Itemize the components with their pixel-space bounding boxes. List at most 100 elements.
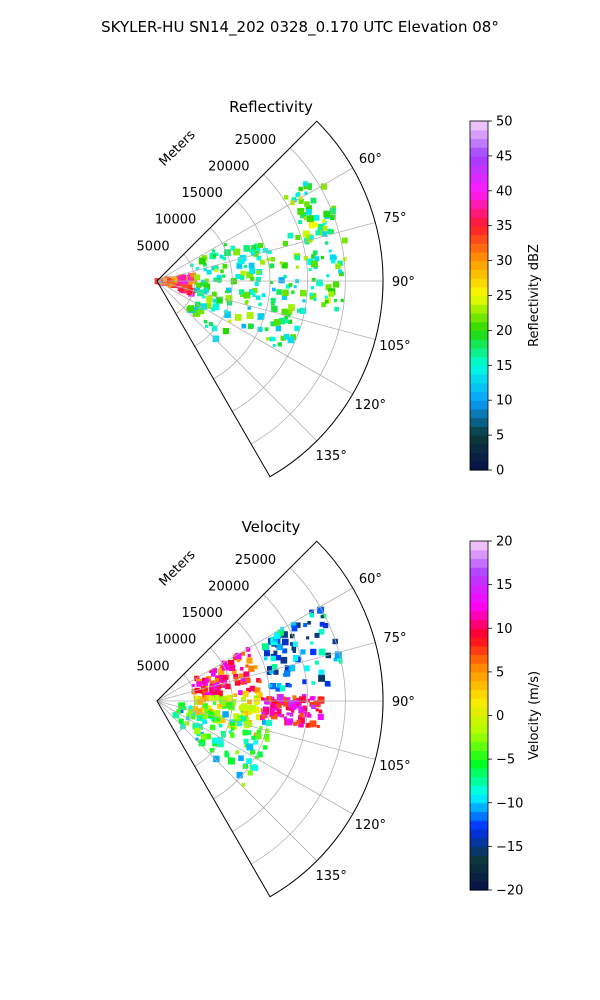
echo-cell bbox=[211, 683, 217, 690]
echo-cell bbox=[317, 223, 325, 231]
colorbar-segment bbox=[470, 251, 488, 262]
range-tick-label: 5000 bbox=[137, 659, 170, 674]
colorbar-segment bbox=[470, 461, 488, 471]
colorbar-segment bbox=[470, 295, 488, 305]
echo-cell bbox=[178, 702, 185, 710]
colorbar-tick-label: 25 bbox=[496, 289, 513, 304]
echo-cell bbox=[323, 210, 330, 218]
colorbar-tick-label: −20 bbox=[496, 884, 523, 899]
colorbar-segment bbox=[470, 374, 488, 384]
echo-cell bbox=[307, 258, 314, 265]
echo-cell bbox=[179, 274, 187, 281]
echo-cell bbox=[306, 698, 310, 703]
colorbar-segment bbox=[470, 435, 488, 445]
colorbar-segment bbox=[470, 767, 488, 778]
colorbar-segment bbox=[470, 199, 488, 209]
echo-cell bbox=[311, 277, 316, 282]
echo-cell bbox=[302, 230, 310, 238]
colorbar-segment bbox=[470, 706, 488, 717]
echo-cell bbox=[279, 700, 284, 705]
echo-cell bbox=[303, 623, 308, 628]
colorbar-segment bbox=[470, 671, 488, 682]
echo-cell bbox=[270, 703, 276, 709]
echo-cell bbox=[276, 703, 282, 709]
range-tick-label: 15000 bbox=[182, 186, 223, 201]
echo-cell bbox=[287, 232, 294, 239]
reflectivity-echoes bbox=[154, 181, 348, 347]
echo-cell bbox=[260, 259, 265, 265]
echo-cell bbox=[329, 207, 336, 215]
echo-cell bbox=[244, 743, 249, 748]
echo-cell bbox=[337, 656, 343, 662]
echo-cell bbox=[308, 186, 312, 191]
azimuth-tick-label: 120° bbox=[355, 818, 386, 833]
colorbar-segment bbox=[470, 452, 488, 462]
echo-cell bbox=[225, 295, 233, 302]
colorbar-segment bbox=[470, 443, 488, 454]
echo-cell bbox=[257, 313, 265, 320]
echo-cell bbox=[262, 720, 267, 725]
echo-cell bbox=[191, 688, 198, 695]
echo-cell bbox=[209, 748, 215, 753]
echo-cell bbox=[240, 704, 248, 711]
colorbar-segment bbox=[470, 575, 488, 586]
echo-cell bbox=[313, 222, 319, 228]
azimuth-tick-label: 60° bbox=[359, 152, 382, 167]
echo-cell bbox=[270, 301, 275, 306]
figure-title: SKYLER-HU SN14_202 0328_0.170 UTC Elevat… bbox=[101, 18, 499, 37]
colorbar-tick-label: −15 bbox=[496, 840, 523, 855]
echo-cell bbox=[260, 697, 264, 701]
echo-cell bbox=[332, 255, 337, 260]
echo-cell bbox=[276, 683, 282, 688]
echo-cell bbox=[224, 750, 229, 755]
echo-cell bbox=[230, 727, 235, 731]
reflectivity-ticks: 60° 75° 90° 105° 120° 135° 5000 10000 15000 20000… bbox=[137, 133, 415, 464]
echo-cell bbox=[288, 683, 292, 688]
reflectivity-grid bbox=[156, 120, 384, 478]
echo-cell bbox=[203, 283, 211, 290]
echo-cell bbox=[243, 717, 250, 724]
azimuth-spoke bbox=[156, 280, 353, 395]
echo-cell bbox=[185, 276, 189, 280]
colorbar-segment bbox=[470, 190, 488, 201]
echo-cell bbox=[297, 207, 305, 215]
reflectivity-colorbar: 0 5 10 15 20 25 30 35 40 45 50 bbox=[469, 115, 513, 479]
echo-cell bbox=[214, 678, 220, 683]
echo-cell bbox=[224, 311, 231, 318]
echo-cell bbox=[205, 733, 211, 740]
echo-cell bbox=[216, 737, 224, 744]
azimuth-tick-label: 90° bbox=[392, 275, 415, 290]
echo-cell bbox=[255, 733, 262, 740]
echo-cell bbox=[241, 783, 246, 787]
echo-cell bbox=[340, 298, 344, 303]
reflectivity-radial-label: Meters bbox=[157, 127, 199, 169]
echo-cell bbox=[187, 708, 194, 714]
echo-cell bbox=[295, 622, 301, 628]
echo-cell bbox=[309, 235, 314, 240]
echo-cell bbox=[279, 317, 286, 325]
echo-cell bbox=[298, 195, 303, 200]
echo-cell bbox=[262, 745, 268, 750]
echo-cell bbox=[282, 289, 289, 297]
colorbar-segment bbox=[470, 278, 488, 288]
echo-cell bbox=[298, 722, 304, 728]
echo-cell bbox=[288, 283, 293, 287]
colorbar-segment bbox=[470, 636, 488, 647]
echo-cell bbox=[213, 755, 220, 763]
echo-cell bbox=[317, 713, 324, 720]
echo-cell bbox=[258, 679, 262, 684]
echo-cell bbox=[191, 683, 195, 688]
echo-cell bbox=[243, 291, 251, 299]
echo-cell bbox=[239, 673, 244, 679]
echo-cell bbox=[284, 670, 291, 677]
echo-cell bbox=[224, 249, 231, 256]
echo-cell bbox=[307, 621, 311, 625]
echo-cell bbox=[213, 691, 221, 698]
echo-cell bbox=[195, 708, 202, 715]
echo-cell bbox=[302, 181, 308, 187]
colorbar-tick-label: −10 bbox=[496, 796, 523, 811]
echo-cell bbox=[298, 717, 305, 725]
echo-cell bbox=[166, 277, 171, 282]
range-ring bbox=[250, 567, 346, 865]
